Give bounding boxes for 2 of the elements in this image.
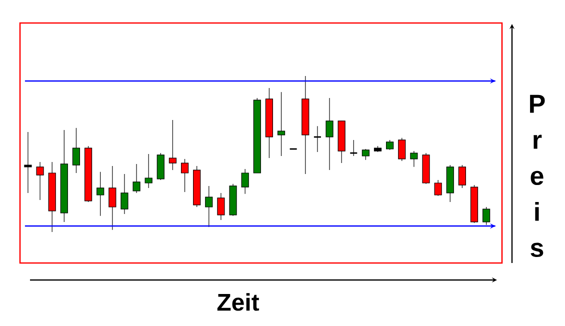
y-axis-title: Preis <box>530 94 545 258</box>
x-axis-title: Zeit <box>217 293 260 311</box>
